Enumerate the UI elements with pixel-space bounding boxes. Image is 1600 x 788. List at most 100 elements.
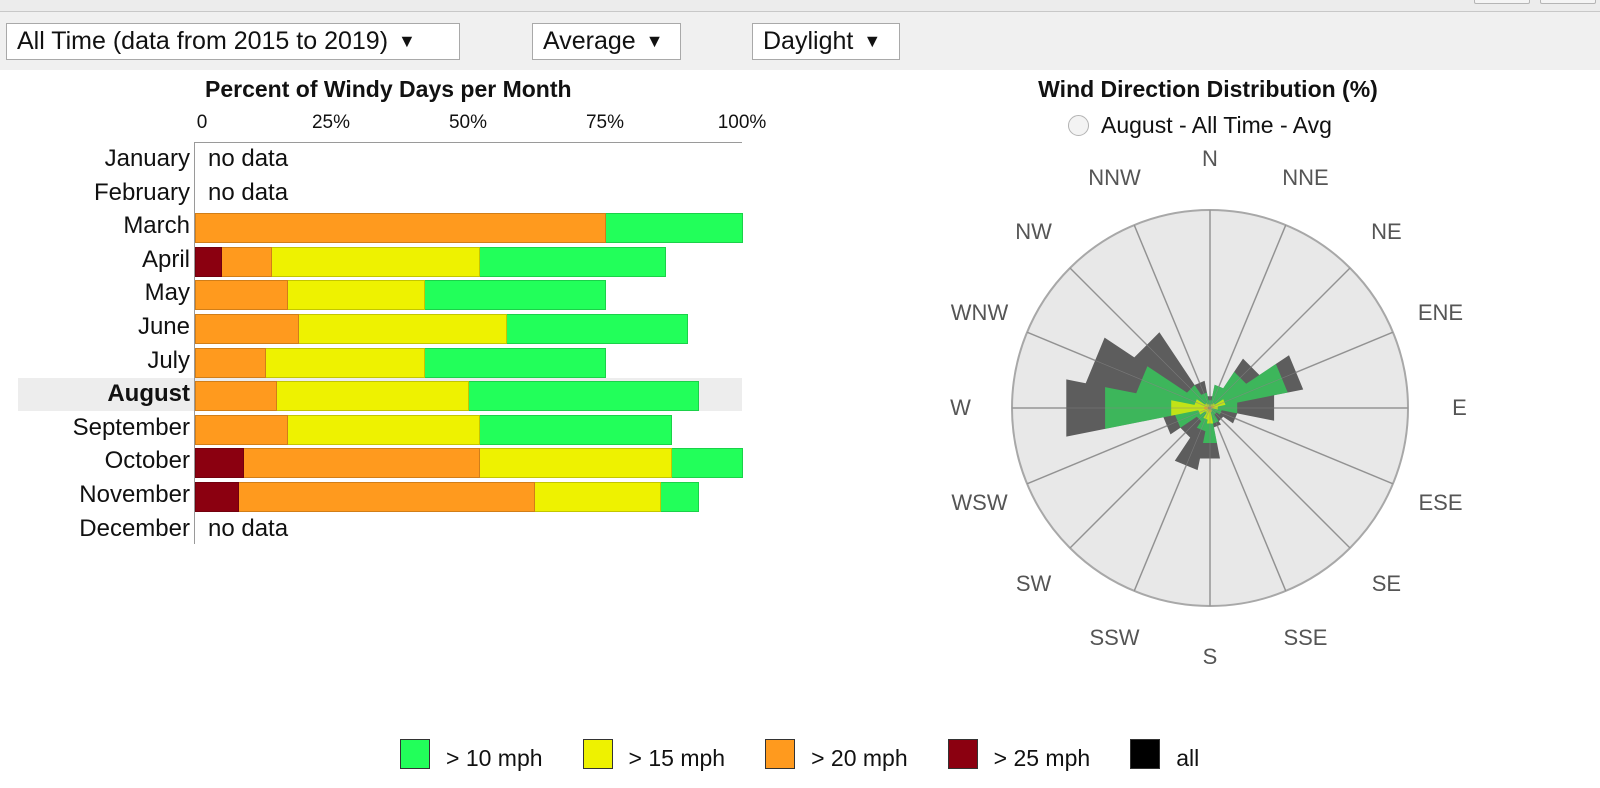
- legend-swatch: [765, 739, 796, 769]
- bar-segment-orange: [195, 482, 535, 512]
- legend-label: > 25 mph: [993, 744, 1091, 771]
- month-label: May: [144, 279, 190, 307]
- month-bar[interactable]: [195, 381, 743, 412]
- legend-item[interactable]: all: [1130, 739, 1200, 771]
- compass-label-wnw: WNW: [950, 299, 1009, 325]
- month-row-august[interactable]: August: [18, 378, 743, 412]
- legend-swatch: [400, 739, 430, 769]
- bar-chart-title: Percent of Windy Days per Month: [205, 76, 572, 102]
- no-data-label: no data: [208, 514, 289, 542]
- chevron-down-icon: ▼: [645, 31, 664, 51]
- bar-segment-orange: [195, 347, 267, 378]
- legend-label: all: [1176, 744, 1200, 771]
- month-bar[interactable]: [195, 414, 743, 445]
- compass-label-ssw: SSW: [1089, 625, 1140, 651]
- rose-spoke-overlay: [1209, 407, 1287, 592]
- month-row-april[interactable]: April: [18, 244, 742, 277]
- compass-label-nw: NW: [1015, 218, 1052, 244]
- x-tick-label: 50%: [448, 112, 488, 133]
- rose-spoke-overlay: [1026, 331, 1211, 409]
- compass-label-sse: SSE: [1283, 625, 1328, 651]
- month-row-september[interactable]: September: [18, 412, 742, 445]
- legend-item[interactable]: > 25 mph: [947, 739, 1091, 771]
- statistic-select[interactable]: Average ▼: [532, 23, 681, 60]
- rose-spoke-overlay: [1133, 224, 1211, 409]
- month-row-june[interactable]: June: [18, 311, 742, 344]
- month-label: September: [72, 413, 190, 441]
- daytime-select-label: Daylight: [763, 27, 854, 55]
- no-data-label: no data: [208, 178, 289, 206]
- month-bar[interactable]: [195, 280, 743, 311]
- compass-label-n: N: [1202, 145, 1218, 171]
- legend: > 10 mph > 15 mph > 20 mph > 25 mph all: [400, 734, 1239, 774]
- month-row-november[interactable]: November: [18, 479, 742, 512]
- compass-label-s: S: [1202, 644, 1218, 670]
- compass-label-ese: ESE: [1418, 490, 1463, 516]
- month-label: August: [107, 380, 190, 408]
- legend-label: > 20 mph: [811, 744, 908, 771]
- chevron-down-icon: ▼: [863, 31, 882, 51]
- legend-label: > 15 mph: [628, 744, 726, 771]
- month-label: February: [93, 178, 190, 206]
- bar-segment-orange: [195, 314, 300, 344]
- x-tick-label: 25%: [311, 112, 351, 133]
- compass-label-wsw: WSW: [951, 490, 1008, 516]
- daytime-select[interactable]: Daylight ▼: [752, 23, 900, 60]
- x-tick-label: 75%: [585, 112, 625, 133]
- month-row-may[interactable]: May: [18, 277, 743, 311]
- legend-swatch: [1130, 739, 1161, 769]
- radio-circle-icon[interactable]: [1068, 114, 1089, 136]
- month-row-july[interactable]: July: [18, 345, 742, 378]
- compass-label-e: E: [1452, 395, 1467, 420]
- month-label: November: [79, 481, 190, 508]
- window-control-button[interactable]: [1540, 0, 1596, 4]
- month-row-march[interactable]: March: [18, 210, 743, 244]
- month-bar[interactable]: [195, 246, 743, 277]
- month-bar[interactable]: [195, 213, 743, 244]
- month-bar[interactable]: [195, 482, 743, 512]
- bar-chart-axis-line: [194, 142, 742, 143]
- wind-rose-chart: [1011, 209, 1409, 607]
- compass-label-w: W: [950, 395, 971, 420]
- legend-label: > 10 mph: [446, 744, 543, 771]
- month-label: July: [147, 346, 190, 374]
- time-range-select[interactable]: All Time (data from 2015 to 2019) ▼: [6, 23, 460, 60]
- rose-spoke-overlay: [1026, 407, 1211, 485]
- legend-swatch: [947, 739, 978, 769]
- legend-item[interactable]: > 20 mph: [765, 739, 908, 771]
- x-tick-label: 0: [196, 112, 208, 133]
- rose-series-label: August - All Time - Avg: [1101, 111, 1332, 138]
- bar-segment-orange: [195, 280, 289, 311]
- month-label: January: [104, 145, 190, 172]
- rose-chart-title: Wind Direction Distribution (%): [1038, 76, 1378, 102]
- month-bar[interactable]: [195, 347, 743, 378]
- bar-segment-red: [195, 482, 239, 512]
- month-row-december[interactable]: December no data: [18, 513, 742, 546]
- compass-label-ne: NE: [1371, 218, 1402, 244]
- legend-swatch: [582, 739, 613, 769]
- bar-segment-orange: [195, 414, 289, 445]
- month-row-october[interactable]: October: [18, 445, 743, 479]
- window-control-button[interactable]: [1474, 0, 1530, 4]
- month-bar[interactable]: [195, 314, 743, 344]
- rose-series-radio[interactable]: August - All Time - Avg: [1068, 110, 1332, 140]
- month-row-january[interactable]: January no data: [18, 143, 742, 176]
- rose-spoke-overlay: [1209, 267, 1351, 409]
- month-bar[interactable]: [195, 448, 743, 479]
- month-row-february[interactable]: February no data: [18, 177, 742, 210]
- rose-spoke-overlay: [1209, 407, 1351, 549]
- filter-toolbar: All Time (data from 2015 to 2019) ▼ Avera…: [0, 12, 1600, 70]
- compass-label-ene: ENE: [1417, 299, 1464, 325]
- time-range-select-label: All Time (data from 2015 to 2019): [17, 27, 389, 55]
- compass-label-sw: SW: [1015, 571, 1052, 597]
- bar-segment-orange: [195, 381, 278, 412]
- month-label: March: [123, 212, 190, 240]
- rose-spoke-overlay: [1209, 407, 1394, 485]
- compass-label-nnw: NNW: [1088, 164, 1141, 190]
- no-data-label: no data: [208, 145, 289, 172]
- legend-item[interactable]: > 15 mph: [582, 739, 726, 771]
- chevron-down-icon: ▼: [398, 31, 416, 51]
- legend-item[interactable]: > 10 mph: [400, 739, 543, 771]
- rose-spoke-overlay: [1209, 331, 1394, 409]
- rose-series-gt15: [1171, 399, 1226, 424]
